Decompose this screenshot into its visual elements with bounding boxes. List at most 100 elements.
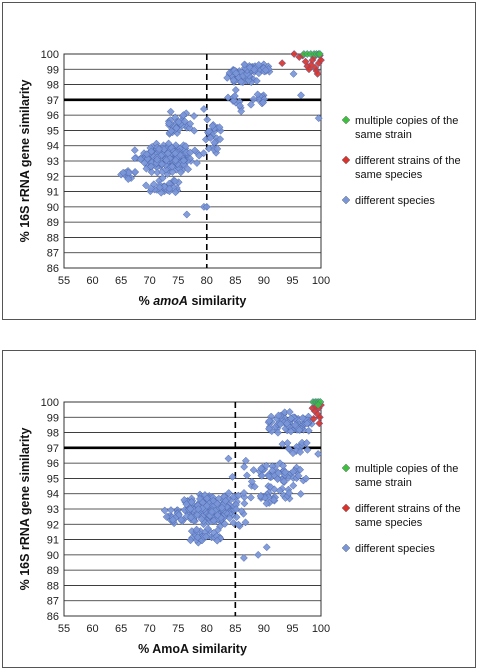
data-point	[231, 86, 240, 94]
y-tick-label: 99	[47, 64, 59, 76]
x-tick-label: 95	[286, 623, 298, 635]
y-tick-label: 98	[47, 428, 59, 440]
data-point	[247, 100, 255, 109]
y-tick-label: 98	[47, 80, 59, 92]
y-tick-label: 93	[47, 504, 59, 516]
data-point	[302, 474, 311, 483]
chart-panel-amoA: 86 87 88 89 90 91 92 93 94 95 96 97 98 99 100 55 60 65 70 7…	[2, 2, 476, 320]
legend-marker	[341, 195, 351, 205]
y-tick-label: 86	[47, 263, 59, 275]
data-point	[206, 133, 215, 142]
data-point	[295, 426, 304, 434]
data-point	[155, 183, 164, 192]
data-point	[317, 56, 325, 65]
x-tick-label: 55	[58, 275, 70, 287]
data-point	[232, 513, 241, 522]
legend-entry: multiple copies of the same strain	[341, 115, 458, 141]
data-point	[187, 513, 195, 522]
data-point	[213, 536, 222, 545]
data-point	[165, 119, 173, 128]
data-point	[249, 95, 258, 104]
data-point	[229, 519, 238, 527]
data-point	[213, 499, 222, 508]
data-point	[279, 477, 288, 486]
y-tick-label: 96	[47, 110, 59, 122]
data-point	[309, 414, 318, 423]
plot-area	[63, 53, 322, 269]
data-point	[197, 515, 206, 523]
data-point	[203, 115, 212, 124]
data-point	[224, 489, 233, 497]
data-point	[164, 149, 172, 158]
data-point	[190, 126, 199, 135]
chart-AmoA: 86 87 88 89 90 91 92 93 94 95 96 97 98 99 100 55 60 65 70 7…	[18, 397, 461, 656]
data-point	[186, 504, 195, 513]
y-tick-label: 90	[47, 202, 59, 214]
x-tick-label: 80	[201, 275, 213, 287]
data-point	[165, 154, 174, 163]
data-point	[261, 66, 270, 75]
data-point	[166, 506, 175, 515]
data-point	[298, 414, 307, 423]
data-point	[294, 471, 303, 480]
data-point	[147, 168, 156, 176]
data-point	[230, 92, 239, 100]
data-point	[162, 156, 171, 165]
legend-entry: multiple copies of the same strain	[341, 463, 458, 489]
y-tick-label: 89	[47, 217, 59, 229]
x-tick-label: 55	[58, 623, 70, 635]
y-tick-label: 91	[47, 187, 59, 199]
data-point	[179, 156, 188, 165]
data-point	[259, 98, 268, 107]
data-point	[223, 73, 232, 82]
x-axis-label: % amoA similarity	[139, 294, 247, 308]
data-point	[279, 461, 288, 470]
data-point	[265, 417, 274, 425]
x-tick-label: 100	[312, 623, 330, 635]
legend-marker	[341, 543, 351, 553]
y-tick-label: 92	[47, 171, 59, 183]
y-tick-label: 95	[47, 473, 59, 485]
data-point	[235, 101, 244, 110]
legend-entry: different strains of the same species	[341, 155, 461, 181]
y-tick-label: 97	[47, 95, 59, 107]
data-point	[221, 496, 230, 505]
data-point	[278, 59, 287, 68]
data-point	[207, 507, 216, 516]
data-point	[190, 112, 198, 120]
data-point	[240, 462, 249, 471]
x-tick-label: 60	[86, 623, 98, 635]
data-point	[240, 488, 248, 497]
data-point	[303, 419, 312, 428]
data-point	[247, 477, 256, 486]
x-tick-label: 100	[312, 275, 330, 287]
y-tick-label: 87	[47, 248, 59, 260]
data-point	[153, 155, 162, 164]
legend-label: same species	[355, 169, 423, 181]
data-point	[186, 119, 195, 128]
data-point	[262, 543, 271, 552]
x-tick-label: 95	[286, 275, 298, 287]
data-point	[205, 127, 214, 136]
data-point	[168, 515, 177, 524]
data-point	[186, 148, 195, 157]
data-point	[217, 503, 226, 512]
data-point	[119, 168, 128, 177]
chart-amoA: 86 87 88 89 90 91 92 93 94 95 96 97 98 99 100 55 60 65 70 7…	[18, 49, 461, 308]
legend-marker	[341, 503, 351, 513]
data-point	[216, 135, 225, 144]
data-point	[171, 177, 179, 186]
data-point	[256, 492, 265, 500]
data-point	[184, 165, 193, 174]
data-point	[264, 472, 273, 481]
data-point	[192, 525, 201, 534]
data-point	[185, 123, 194, 132]
data-point	[254, 60, 263, 69]
data-point	[291, 421, 300, 429]
data-point	[215, 123, 224, 132]
data-point	[166, 107, 175, 116]
data-point	[284, 444, 293, 453]
data-point	[252, 76, 261, 85]
data-point	[234, 491, 243, 500]
data-point	[210, 138, 219, 147]
